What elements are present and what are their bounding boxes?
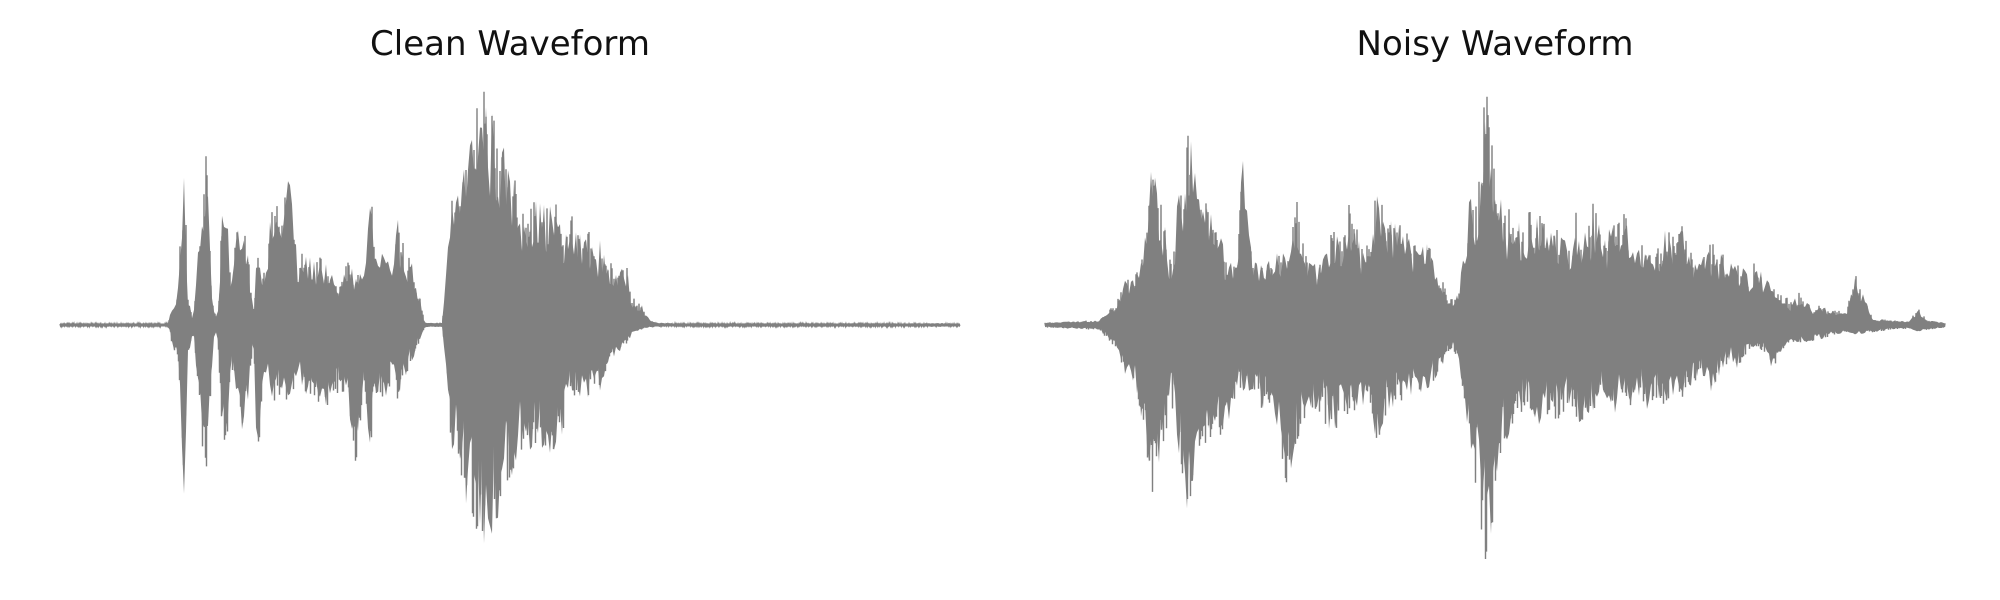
noisy-waveform-plot (1044, 96, 1946, 560)
chart-title: Noisy Waveform (1356, 24, 1634, 64)
noisy-waveform-panel: Noisy Waveform (1044, 0, 1946, 600)
clean-waveform-plot (59, 91, 961, 544)
chart-title: Clean Waveform (370, 24, 650, 64)
clean-waveform-panel: Clean Waveform (59, 0, 961, 600)
waveform-trace (1044, 96, 1946, 560)
waveform-trace (59, 91, 961, 532)
